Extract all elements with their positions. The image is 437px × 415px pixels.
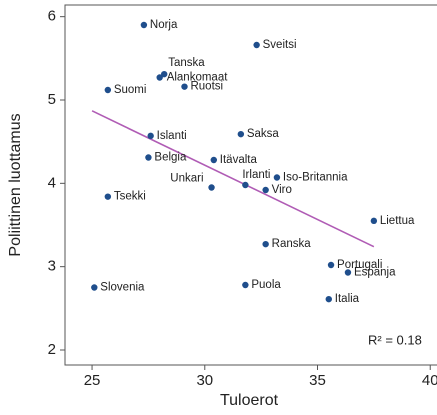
y-tick-label: 6 [48, 8, 56, 25]
y-tick-label: 3 [48, 258, 56, 275]
point [262, 240, 269, 248]
point-label: Tanska [168, 57, 205, 69]
point-label: Itävalta [220, 154, 258, 166]
y-tick-label: 2 [48, 341, 56, 358]
plot-frame [64, 4, 437, 366]
point [370, 217, 378, 225]
annotation: R² = 0.18 [368, 332, 422, 347]
point [181, 83, 188, 90]
x-axis-label: Tuloerot [220, 392, 279, 409]
y-axis-label: Poliittinen luottamus [7, 113, 24, 256]
point-label: Ranska [272, 238, 312, 250]
point [325, 295, 332, 303]
point-label: Iso-Britannia [283, 172, 348, 184]
point [242, 181, 249, 189]
fit-line [91, 110, 375, 248]
point [253, 41, 260, 49]
point-label: Suomi [114, 84, 147, 96]
point-label: Irlanti [242, 169, 270, 181]
point-label: Puola [251, 279, 281, 291]
point [140, 21, 148, 29]
point-label: Belgia [154, 152, 187, 164]
point [242, 281, 249, 289]
point [273, 174, 281, 181]
point [104, 193, 112, 200]
x-tick-label: 30 [196, 372, 213, 389]
point [156, 74, 163, 81]
point-label: Unkari [170, 173, 203, 185]
x-tick-label: 40 [422, 372, 437, 389]
point-label: Italia [335, 293, 360, 305]
point-label: Saksa [247, 128, 280, 140]
point-label: Alankomaat [167, 72, 229, 84]
point [91, 284, 98, 291]
point [104, 86, 112, 94]
point-label: Sveitsi [263, 39, 297, 51]
point-label: Liettua [380, 215, 415, 227]
point-label: Viro [272, 184, 292, 196]
point-label: Ruotsi [190, 81, 223, 93]
x-tick-label: 25 [84, 372, 101, 389]
point-label: Espanja [354, 267, 396, 279]
point [147, 132, 154, 140]
point-label: Norja [150, 19, 178, 31]
point [344, 269, 352, 276]
point-label: Tsekki [114, 191, 146, 203]
point [262, 186, 269, 194]
point [161, 70, 168, 78]
point [145, 154, 152, 161]
point-label: Islanti [157, 130, 187, 142]
point [210, 156, 217, 164]
point-label: Slovenia [100, 282, 145, 294]
point-label: Portugali [337, 259, 382, 271]
y-tick-label: 5 [48, 91, 56, 108]
x-tick-label: 35 [309, 372, 326, 389]
point [208, 184, 215, 191]
point [327, 261, 335, 269]
y-tick-label: 4 [48, 174, 56, 191]
point [237, 130, 245, 138]
